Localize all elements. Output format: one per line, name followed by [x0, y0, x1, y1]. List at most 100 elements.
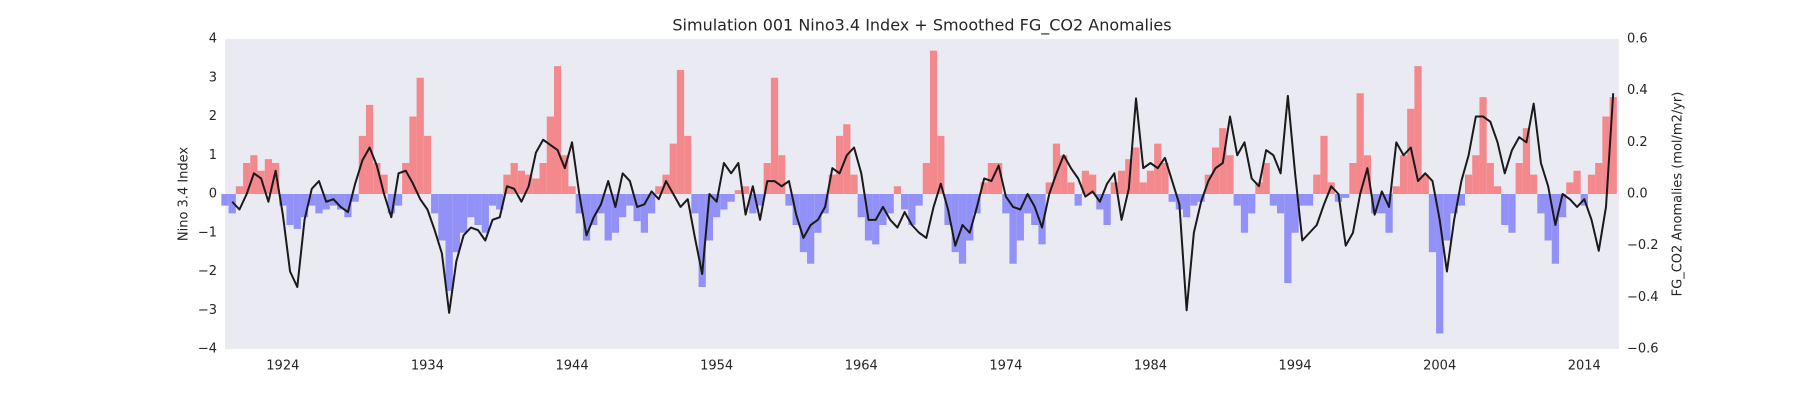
bar — [922, 163, 930, 194]
bar — [1609, 97, 1617, 194]
x-tick-label: 1964 — [845, 359, 878, 374]
bar — [271, 163, 280, 194]
bar — [879, 194, 887, 225]
x-tick-label: 1954 — [700, 359, 733, 374]
bar — [756, 194, 764, 206]
bar — [438, 194, 446, 241]
bar — [1291, 194, 1299, 233]
bar — [1023, 194, 1032, 214]
bar — [684, 135, 692, 194]
bar — [488, 194, 497, 206]
bar — [1342, 194, 1350, 198]
bar — [358, 135, 366, 194]
bar — [1320, 135, 1328, 194]
bar — [1472, 155, 1480, 194]
bar — [1313, 174, 1321, 194]
bar — [1573, 170, 1581, 194]
bar — [1414, 66, 1422, 194]
y2-tick-label: −0.4 — [1627, 290, 1659, 305]
bar — [1248, 194, 1256, 214]
bar — [611, 194, 620, 233]
bar — [1530, 174, 1538, 194]
y-tick-label: −3 — [198, 303, 217, 318]
y-tick-label: 2 — [209, 109, 217, 124]
bar — [1595, 163, 1603, 194]
bar — [1378, 194, 1386, 214]
bar — [691, 194, 699, 214]
x-tick-label: 1974 — [989, 359, 1022, 374]
bar — [459, 194, 468, 233]
bar — [1428, 194, 1437, 253]
bar — [546, 116, 554, 194]
x-tick-label: 1994 — [1279, 359, 1312, 374]
y2-tick-label: 0.2 — [1627, 135, 1648, 150]
y2-tick-label: 0.4 — [1627, 83, 1648, 98]
y-tick-label: 3 — [209, 70, 217, 85]
x-tick-label: 1924 — [266, 359, 299, 374]
y-tick-label: −4 — [198, 342, 217, 357]
bar — [1356, 93, 1364, 194]
bar — [713, 194, 721, 218]
bar — [575, 194, 583, 214]
bar — [416, 77, 424, 194]
bar — [1089, 174, 1097, 194]
bar — [908, 194, 916, 225]
bar — [235, 186, 244, 194]
bar — [770, 77, 779, 194]
bar — [1168, 194, 1176, 202]
bar — [1385, 194, 1393, 233]
bar — [1551, 194, 1559, 264]
bar — [1067, 182, 1075, 194]
bar — [1298, 194, 1306, 206]
bar — [1038, 194, 1046, 245]
bar — [1226, 155, 1234, 194]
bar — [619, 194, 627, 218]
bar — [1269, 194, 1278, 206]
bar — [293, 194, 301, 229]
bar — [626, 194, 634, 206]
bar — [402, 163, 410, 194]
bar — [221, 194, 229, 206]
bar — [1074, 194, 1082, 206]
bar — [1392, 186, 1400, 194]
bar — [561, 155, 569, 194]
bar — [915, 194, 923, 206]
bar — [792, 194, 800, 225]
bar — [1132, 147, 1140, 194]
bar — [423, 135, 432, 194]
bar — [1436, 194, 1444, 334]
line-group — [231, 93, 1615, 314]
bar — [980, 182, 988, 194]
bar — [387, 194, 395, 214]
bar — [778, 155, 786, 194]
bar — [452, 194, 460, 253]
bar — [655, 186, 663, 194]
x-tick-label: 2014 — [1568, 359, 1601, 374]
bar — [1602, 116, 1610, 194]
bar — [1371, 194, 1379, 214]
y-tick-label: 0 — [209, 187, 217, 202]
y-tick-label: −1 — [198, 225, 217, 240]
bar — [734, 190, 742, 194]
bar — [807, 194, 815, 264]
bar — [901, 194, 909, 210]
bar — [1002, 194, 1010, 214]
bar — [799, 194, 808, 253]
bar — [1493, 186, 1502, 194]
bar — [640, 194, 648, 233]
bar — [467, 194, 475, 218]
bar — [1464, 174, 1473, 194]
bar — [1537, 194, 1545, 214]
bar — [1399, 155, 1408, 194]
bar — [1262, 163, 1270, 194]
y2-axis-label: FG_CO2 Anomalies (mol/m2/yr) — [1671, 92, 1686, 297]
y-tick-label: 1 — [209, 148, 217, 163]
bar — [1515, 163, 1523, 194]
bar — [394, 194, 403, 206]
bar — [676, 70, 685, 194]
bar — [1233, 194, 1241, 206]
bar — [1305, 194, 1314, 206]
bar — [474, 194, 482, 225]
